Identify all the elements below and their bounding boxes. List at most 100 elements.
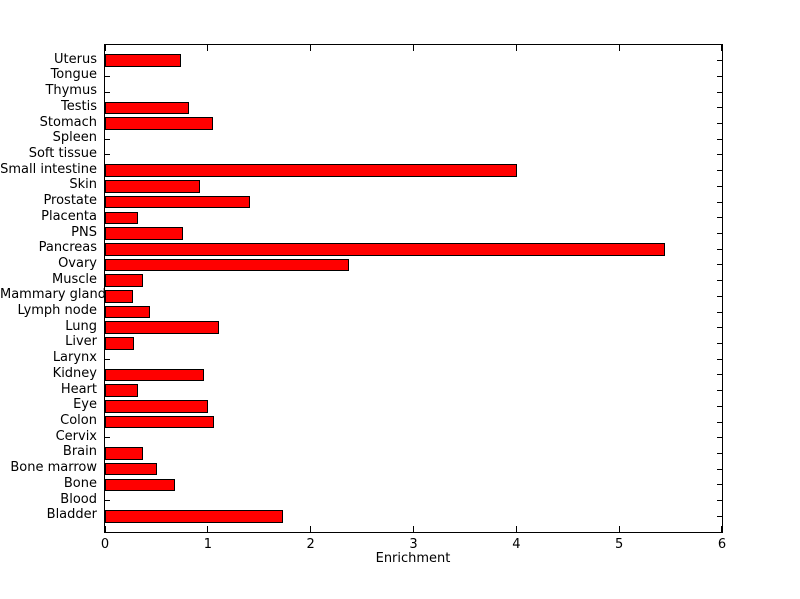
y-label-bone: Bone	[63, 475, 97, 491]
y-label-pns: PNS	[71, 224, 97, 240]
bar-pns	[105, 227, 184, 240]
y-label-testis: Testis	[61, 98, 97, 114]
y-label-uterus: Uterus	[54, 51, 97, 67]
bar-bladder	[105, 510, 283, 523]
plot-area	[104, 44, 723, 533]
y-label-ovary: Ovary	[58, 255, 97, 271]
y-tick-left	[105, 500, 110, 502]
x-tick-top	[105, 45, 106, 51]
y-tick-left	[105, 358, 110, 360]
x-tick-bottom	[310, 526, 312, 532]
x-tick-label-0: 0	[100, 537, 110, 552]
y-tick-right	[717, 107, 722, 109]
y-tick-left	[105, 91, 110, 93]
y-tick-right	[717, 327, 722, 329]
bar-small-intestine	[105, 164, 518, 177]
bar-lung	[105, 321, 220, 335]
y-label-brain: Brain	[62, 444, 97, 460]
y-tick-left	[105, 437, 110, 439]
y-label-larynx: Larynx	[52, 350, 97, 366]
x-tick-bottom	[721, 526, 722, 532]
bar-muscle	[105, 274, 144, 287]
y-tick-right	[717, 138, 722, 140]
bar-uterus	[105, 54, 182, 67]
y-label-tongue: Tongue	[50, 67, 97, 83]
x-tick-top	[721, 45, 722, 51]
x-tick-top	[413, 45, 414, 51]
y-label-cervix: Cervix	[55, 428, 97, 444]
y-tick-right	[717, 217, 722, 219]
y-label-bladder: Bladder	[46, 507, 97, 523]
bar-skin	[105, 180, 200, 193]
bar-stomach	[105, 117, 213, 130]
bar-bone	[105, 478, 175, 492]
x-tick-label-5: 5	[615, 537, 624, 552]
x-tick-label-6: 6	[717, 537, 727, 552]
y-label-mammary-gland: Mammary gland	[0, 287, 106, 303]
y-tick-right	[717, 405, 722, 407]
y-tick-right	[717, 91, 722, 93]
y-label-lung: Lung	[65, 318, 97, 334]
y-tick-right	[717, 280, 722, 282]
y-label-blood: Blood	[60, 491, 97, 507]
y-label-stomach: Stomach	[39, 114, 97, 130]
bar-prostate	[105, 195, 250, 209]
y-tick-right	[717, 248, 722, 250]
y-label-placenta: Placenta	[41, 208, 97, 224]
y-tick-right	[717, 342, 722, 344]
y-label-thymus: Thymus	[45, 83, 97, 99]
x-tick-bottom	[413, 526, 414, 532]
y-label-bone-marrow: Bone marrow	[10, 460, 97, 476]
bar-colon	[105, 415, 214, 429]
y-label-eye: Eye	[73, 397, 97, 413]
y-tick-right	[717, 264, 722, 266]
y-tick-right	[717, 123, 722, 125]
x-tick-bottom	[618, 526, 620, 532]
y-tick-right	[717, 170, 722, 172]
y-label-colon: Colon	[60, 413, 97, 429]
y-tick-left	[105, 75, 110, 77]
y-tick-right	[717, 500, 722, 502]
bar-kidney	[105, 368, 204, 382]
bar-bone-marrow	[105, 462, 158, 476]
y-tick-right	[717, 311, 722, 313]
y-tick-right	[717, 468, 722, 470]
y-label-skin: Skin	[69, 177, 97, 193]
y-tick-right	[717, 390, 722, 392]
y-tick-right	[717, 233, 722, 235]
y-label-kidney: Kidney	[52, 365, 97, 381]
y-tick-right	[717, 421, 722, 423]
x-tick-top	[618, 45, 620, 51]
y-tick-right	[717, 437, 722, 439]
x-tick-label-2: 2	[306, 537, 315, 552]
bar-liver	[105, 337, 134, 350]
x-tick-bottom	[105, 526, 106, 532]
x-axis-title: Enrichment	[375, 551, 451, 566]
y-label-liver: Liver	[65, 334, 97, 350]
y-label-small-intestine: Small intestine	[0, 161, 97, 177]
bar-mammary-gland	[105, 290, 133, 303]
x-tick-label-4: 4	[512, 537, 521, 552]
bar-testis	[105, 101, 190, 115]
y-tick-right	[717, 452, 722, 454]
y-tick-right	[717, 374, 722, 376]
y-label-prostate: Prostate	[43, 193, 97, 209]
bar-ovary	[105, 258, 349, 272]
y-label-spleen: Spleen	[52, 130, 97, 146]
y-tick-right	[717, 484, 722, 486]
bar-brain	[105, 447, 144, 460]
y-tick-right	[717, 185, 722, 187]
y-tick-right	[717, 154, 722, 156]
y-tick-right	[717, 358, 722, 360]
y-tick-right	[717, 201, 722, 203]
y-label-heart: Heart	[60, 381, 97, 397]
y-tick-right	[717, 515, 722, 517]
x-tick-label-1: 1	[203, 537, 212, 552]
x-tick-bottom	[515, 526, 517, 532]
y-tick-right	[717, 75, 722, 77]
bar-placenta	[105, 211, 138, 225]
y-label-lymph-node: Lymph node	[17, 303, 97, 319]
bar-eye	[105, 400, 208, 413]
bar-heart	[105, 384, 138, 397]
y-tick-left	[105, 154, 110, 156]
